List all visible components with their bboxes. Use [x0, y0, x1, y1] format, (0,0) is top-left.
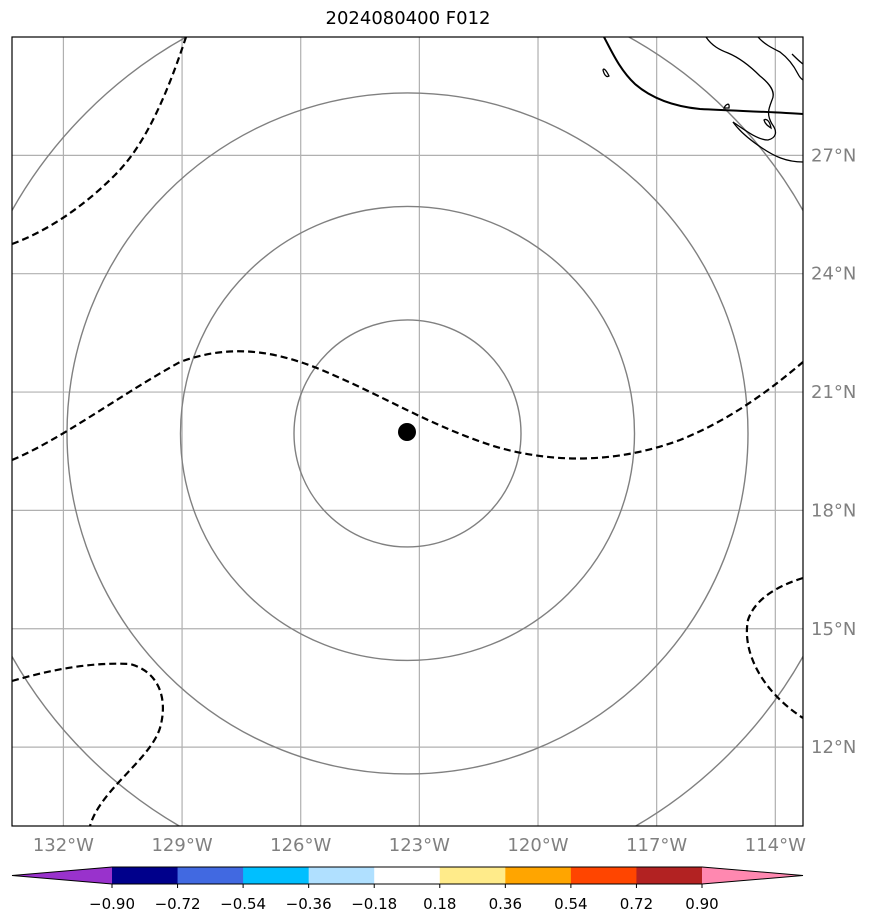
colorbar-segment: [112, 867, 179, 884]
colorbar-tick-labels: −0.90 −0.72 −0.54 −0.36 −0.18 0.18 0.36 0.54 0.7…: [89, 884, 719, 913]
colorbar-extend-left: [12, 867, 112, 884]
longitude-label: 126°W: [270, 835, 331, 856]
range-ring: [12, 37, 803, 826]
colorbar: [11, 866, 804, 885]
colorbar-tick-label: 0.90: [685, 895, 718, 913]
latitude-label: 18°N: [811, 500, 856, 521]
range-ring: [66, 92, 749, 775]
latitude-label: 27°N: [811, 145, 856, 166]
longitude-label: 114°W: [745, 835, 806, 856]
colorbar-segment: [570, 867, 637, 884]
colorbar-segment: [243, 867, 310, 884]
contour-line: [12, 37, 188, 246]
latitude-labels: 27°N 24°N 21°N 18°N 15°N 12°N: [811, 145, 856, 758]
longitude-label: 120°W: [507, 835, 568, 856]
longitude-labels: 132°W 129°W 126°W 123°W 120°W 117°W 114°W: [33, 835, 806, 856]
contour-line: [12, 662, 164, 826]
colorbar-tick-label: 0.18: [423, 895, 456, 913]
colorbar-extend-right: [702, 867, 803, 884]
contour-line: [745, 576, 803, 719]
colorbar-segment: [636, 867, 703, 884]
coastline: [602, 37, 803, 163]
longitude-label: 129°W: [151, 835, 212, 856]
longitude-label: 132°W: [33, 835, 94, 856]
latitude-label: 15°N: [811, 619, 856, 640]
graticule: [12, 37, 803, 826]
colorbar-tick-label: −0.72: [155, 895, 201, 913]
colorbar-tick-label: −0.36: [286, 895, 332, 913]
colorbar-tick-label: 0.36: [489, 895, 522, 913]
map-title: 2024080400 F012: [325, 8, 491, 29]
latitude-label: 21°N: [811, 382, 856, 403]
colorbar-tick-label: 0.54: [554, 895, 587, 913]
dashed-contours: [12, 37, 803, 826]
range-ring: [179, 205, 636, 662]
colorbar-segment: [374, 867, 441, 884]
longitude-label: 117°W: [626, 835, 687, 856]
colorbar-tick-label: −0.54: [220, 895, 266, 913]
latitude-label: 12°N: [811, 737, 856, 758]
contour-line: [12, 350, 803, 462]
colorbar-segment: [505, 867, 572, 884]
colorbar-tick-label: 0.72: [620, 895, 653, 913]
colorbar-segment: [177, 867, 244, 884]
colorbar-tick-label: −0.18: [351, 895, 397, 913]
storm-center-marker: [398, 423, 416, 441]
range-rings: [12, 37, 803, 826]
colorbar-segment: [308, 867, 375, 884]
map-frame: [11, 36, 804, 827]
colorbar-tick-label: −0.90: [89, 895, 135, 913]
range-ring: [293, 319, 522, 548]
colorbar-segment: [439, 867, 506, 884]
longitude-label: 123°W: [389, 835, 450, 856]
latitude-label: 24°N: [811, 264, 856, 285]
